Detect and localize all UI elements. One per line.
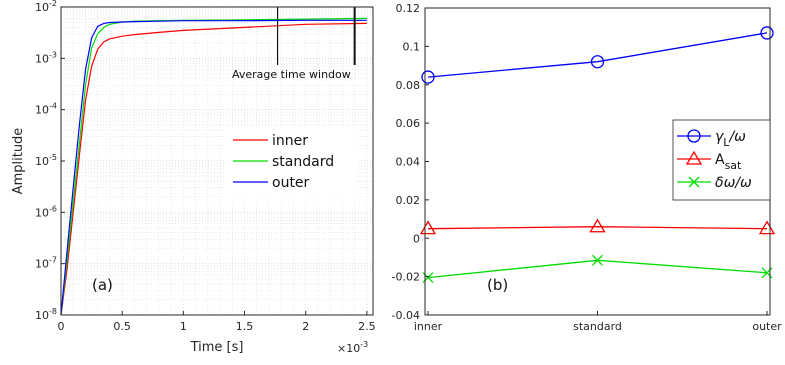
chart-b: inner standard outer -0.04 -0.02 0 0.02 0.04 0.… — [392, 2, 783, 333]
y-tick-base: 10 — [35, 309, 49, 322]
y-tick-label: 10-7 — [35, 256, 57, 271]
y-tick-label: 0.08 — [396, 79, 421, 92]
y-tick-base: 10 — [35, 104, 49, 117]
series-line-0 — [427, 32, 768, 78]
x-tick-label: 2.5 — [358, 320, 376, 333]
legend-label-outer: outer — [272, 175, 310, 191]
legend-box — [226, 127, 357, 198]
y-tick-label: 0.02 — [396, 194, 421, 207]
data-point-triangle — [589, 218, 606, 233]
series-line-outer — [60, 19, 367, 316]
legend-marker-stroke — [688, 176, 700, 188]
x-exponent-power: -3 — [360, 340, 368, 349]
chart-a: 0 0.5 1 1.5 2 2.5 10-810-710-610-510-410-310-… — [11, 0, 376, 355]
legend-label-tail: /ω — [727, 129, 746, 145]
y-tick-base: 10 — [35, 155, 49, 168]
y-tick-base: 10 — [35, 52, 49, 65]
average-time-window-label: Average time window — [232, 68, 351, 81]
legend-marker — [687, 129, 701, 143]
average-time-window-markers — [276, 7, 356, 65]
y-tick-label: 0.06 — [396, 117, 421, 130]
legend-label: δω/ω — [715, 175, 752, 191]
chart-a-legend: inner standard outer — [226, 127, 357, 198]
y-tick-exponent: -6 — [49, 204, 57, 213]
chart-a-x-exponent: ×10-3 — [337, 340, 368, 355]
data-point-triangle — [419, 220, 437, 235]
legend-label-sub: sat — [725, 159, 742, 172]
y-tick-base: 10 — [35, 206, 49, 219]
data-point-triangle — [758, 220, 776, 235]
series-line-1 — [427, 226, 768, 230]
y-tick-label: -0.04 — [392, 309, 420, 322]
legend-label-main: A — [715, 152, 725, 168]
y-tick-base: 10 — [35, 1, 49, 14]
chart-a-grid — [60, 6, 373, 316]
x-tick-label: standard — [573, 320, 622, 333]
x-tick-label: 1.5 — [236, 320, 254, 333]
y-tick-label: 0.1 — [403, 40, 421, 53]
y-tick-exponent: -5 — [49, 153, 57, 162]
data-point-x — [592, 254, 603, 266]
y-tick-label: 0.12 — [396, 2, 421, 15]
y-tick-exponent: -2 — [49, 0, 57, 8]
x-tick-label: outer — [752, 320, 782, 333]
y-tick-label: 10-3 — [35, 50, 57, 65]
y-tick-label: 0 — [413, 232, 420, 245]
legend-label-sub: L — [723, 136, 730, 149]
legend-label-main: γ — [715, 129, 724, 145]
legend-marker — [688, 176, 700, 188]
x-tick-label: 1 — [180, 320, 187, 333]
chart-b-lines — [419, 26, 776, 284]
x-tick-label: 2 — [302, 320, 309, 333]
legend-label: γL/ω — [715, 129, 746, 149]
y-tick-label: 10-2 — [35, 0, 57, 14]
y-tick-label: -0.02 — [392, 271, 420, 284]
data-point-x-stroke — [592, 254, 603, 266]
panel-label-b: (b) — [487, 276, 508, 294]
legend-label: Asat — [715, 152, 742, 172]
data-point-circle — [760, 26, 774, 40]
legend-label-standard: standard — [272, 154, 334, 170]
chart-b-x-ticks: inner standard outer — [414, 311, 782, 333]
chart-a-y-ticks: 10-810-710-610-510-410-310-2 — [35, 0, 65, 322]
series-line-standard — [60, 17, 367, 316]
chart-b-y-ticks: -0.04 -0.02 0 0.02 0.04 0.06 0.08 0.1 0.12 — [392, 2, 429, 322]
x-exponent-base: ×10 — [337, 342, 360, 355]
y-tick-exponent: -7 — [49, 256, 57, 265]
x-tick-label: 0.5 — [113, 320, 131, 333]
y-tick-label: 10-4 — [35, 102, 57, 117]
y-tick-label: 0.04 — [396, 156, 421, 169]
legend-label-main: δω/ω — [715, 175, 752, 191]
x-tick-label: inner — [414, 320, 443, 333]
y-tick-base: 10 — [35, 258, 49, 271]
data-point-circle — [590, 55, 605, 69]
panel-label-a: (a) — [92, 276, 113, 294]
legend-label-inner: inner — [272, 133, 308, 149]
chart-a-x-ticks: 0 0.5 1 1.5 2 2.5 — [58, 311, 376, 333]
chart-a-lines — [60, 17, 367, 316]
y-tick-label: 10-8 — [35, 307, 57, 322]
x-tick-label: 0 — [58, 320, 65, 333]
y-tick-exponent: -3 — [49, 50, 57, 59]
y-tick-exponent: -8 — [49, 307, 57, 316]
series-line-2 — [427, 259, 768, 279]
legend-marker — [685, 150, 703, 165]
series-line-inner — [60, 22, 367, 316]
y-tick-label: 10-6 — [35, 204, 57, 219]
y-tick-exponent: -4 — [49, 102, 57, 111]
chart-a-y-axis-label: Amplitude — [11, 128, 26, 195]
data-point-circle — [421, 70, 435, 84]
y-tick-label: 10-5 — [35, 153, 57, 168]
chart-a-x-axis-label: Time [s] — [190, 340, 244, 355]
